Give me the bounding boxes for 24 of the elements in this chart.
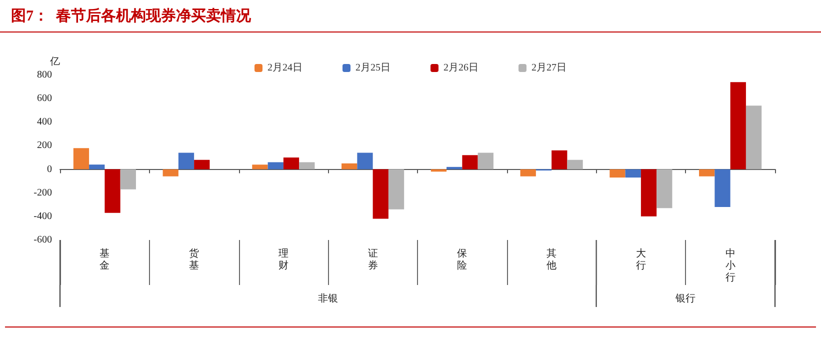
legend-label: 2月27日 [532, 62, 566, 74]
x-tick-label: 中小行 [725, 248, 736, 284]
chart-title: 图7： 春节后各机构现券净买卖情况 [11, 8, 252, 24]
y-tick-label: -400 [34, 210, 52, 222]
legend-label: 2月26日 [444, 62, 478, 74]
x-tick-label: 基金 [100, 248, 110, 272]
y-tick-label: 800 [37, 70, 52, 80]
y-tick-label: 0 [47, 164, 52, 175]
legend-label: 2月25日 [356, 62, 390, 74]
y-tick-label: 600 [37, 93, 52, 104]
legend-label: 2月24日 [268, 62, 302, 74]
text: 银行 [674, 294, 696, 304]
x-tick-label: 大行 [636, 248, 646, 272]
y-tick-label: -600 [34, 234, 52, 246]
x-tick-label: 理财 [278, 248, 288, 272]
text: 非银 [318, 292, 338, 304]
y-tick-label: 200 [37, 140, 52, 152]
x-tick-label: 其他 [546, 248, 557, 272]
x-tick-label: 保险 [457, 248, 468, 272]
y-tick-label: -200 [34, 187, 52, 198]
x-tick-label: 证券 [368, 248, 378, 272]
y-axis-title: 亿 [49, 56, 60, 68]
y-tick-label: 400 [37, 116, 52, 128]
x-tick-label: 货基 [189, 248, 200, 272]
